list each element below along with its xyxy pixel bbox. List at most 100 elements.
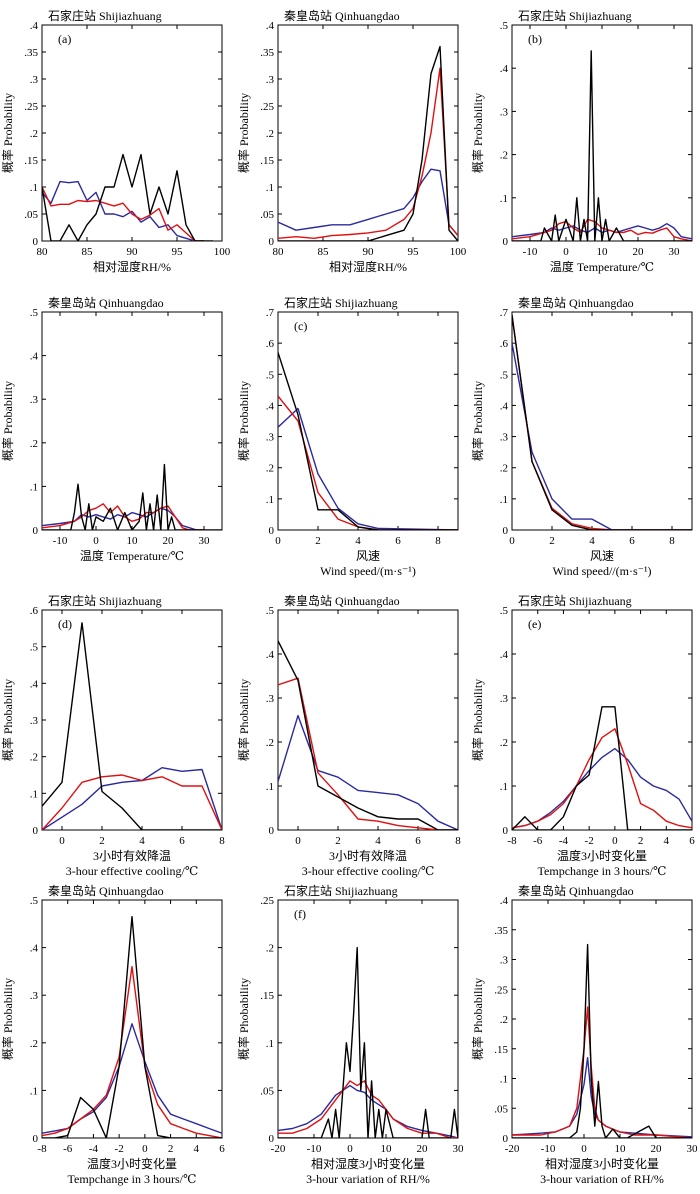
- x-axis-label: 相对湿度RH/%: [329, 259, 407, 274]
- y-tick-label: .4: [30, 678, 39, 690]
- chart-title: 秦皇岛站 Qinhuangdao: [48, 883, 164, 898]
- y-tick-label: .4: [30, 943, 39, 955]
- y-tick-label: .25: [260, 101, 274, 113]
- x-axis-label: 风速: [590, 549, 614, 563]
- y-axis-label: 概率 Probability: [236, 381, 251, 461]
- x-axis-label-en: Tempchange in 3 hours/℃: [538, 864, 667, 878]
- y-tick-label: .15: [260, 990, 274, 1002]
- x-axis-label: 相对湿度3小时变化量: [545, 1156, 659, 1171]
- panel-label: (e): [528, 617, 541, 631]
- x-tick-label: 6: [689, 835, 695, 847]
- y-tick-label: .4: [500, 649, 509, 661]
- x-tick-label: -10: [53, 535, 68, 547]
- series-red: [42, 774, 222, 830]
- series-blue: [278, 407, 458, 530]
- y-tick-label: .15: [260, 155, 274, 167]
- chart-title: 秦皇岛站 Qinhuangdao: [284, 8, 400, 23]
- y-tick-label: 0: [503, 825, 509, 837]
- series-blue: [278, 714, 458, 830]
- y-tick-label: .2: [30, 1038, 38, 1050]
- y-tick-label: .1: [30, 182, 38, 194]
- plot-frame: [511, 609, 693, 831]
- series-black: [278, 640, 458, 830]
- y-tick-label: .3: [30, 394, 39, 406]
- x-tick-label: 90: [127, 246, 139, 258]
- x-tick-label: 4: [139, 835, 145, 847]
- x-tick-label: 80: [273, 246, 285, 258]
- panel-label: (f): [294, 907, 306, 921]
- y-tick-label: .2: [266, 463, 274, 475]
- x-tick-label: 6: [219, 1143, 225, 1155]
- x-tick-label: 4: [355, 535, 361, 547]
- series-red: [42, 965, 222, 1138]
- y-tick-label: 0: [33, 1133, 39, 1145]
- x-tick-label: 10: [381, 1143, 393, 1155]
- x-tick-label: 6: [179, 835, 185, 847]
- plot-frame: [41, 311, 223, 531]
- x-tick-label: 0: [93, 535, 99, 547]
- y-tick-label: .25: [494, 984, 508, 996]
- y-tick-label: .1: [500, 193, 508, 205]
- y-tick-label: .7: [500, 307, 509, 319]
- x-tick-label: -4: [89, 1143, 99, 1155]
- x-tick-label: 4: [194, 1143, 200, 1155]
- x-tick-label: -20: [271, 1143, 286, 1155]
- y-tick-label: .25: [24, 101, 38, 113]
- y-tick-label: .2: [500, 1014, 508, 1026]
- x-tick-label: 0: [509, 535, 515, 547]
- y-tick-label: .3: [30, 715, 39, 727]
- x-tick-label: 0: [612, 835, 618, 847]
- plot-frame: [277, 609, 459, 831]
- x-tick-label: 2: [168, 1143, 174, 1155]
- y-tick-label: .2: [266, 737, 274, 749]
- y-tick-label: .1: [30, 1085, 38, 1097]
- y-tick-label: .2: [500, 150, 508, 162]
- y-tick-label: 0: [269, 1133, 275, 1145]
- chart-panel-8: 0 .1 .2 .3 .4 .5 0 2 4 6 8 秦皇岛站 Qinhuangdao 概率 Phoba…: [236, 593, 461, 878]
- x-axis-label: 相对湿度RH/%: [93, 259, 171, 274]
- y-tick-label: .25: [260, 895, 274, 907]
- series-blue: [512, 342, 692, 530]
- y-tick-label: .2: [500, 737, 508, 749]
- y-axis-label: 概率 Probability: [470, 93, 485, 173]
- y-axis-label: 概率 Phobability: [0, 978, 15, 1060]
- y-tick-label: .5: [30, 307, 39, 319]
- y-tick-label: .1: [266, 781, 274, 793]
- plot-frame: [277, 311, 459, 531]
- chart-title: 石家庄站 Shijiazhuang: [518, 8, 632, 23]
- series-black: [42, 153, 213, 241]
- series-black: [512, 706, 692, 830]
- y-tick-label: .2: [30, 128, 38, 140]
- y-tick-label: .1: [30, 788, 38, 800]
- y-tick-label: .05: [24, 209, 38, 221]
- y-tick-label: .35: [260, 47, 274, 59]
- x-axis-label-en: 3-hour effective cooling/℃: [66, 864, 199, 878]
- x-tick-label: 4: [589, 535, 595, 547]
- chart-panel-10: 0 .1 .2 .3 .4 .5 -8 -6 -4 -2 0 2 4 6 秦皇岛站 Qinhuangdao 概…: [0, 883, 225, 1186]
- series-blue: [42, 180, 204, 241]
- y-tick-label: .3: [500, 955, 509, 967]
- chart-panel-9: 0 .1 .2 .3 .4 .5 -8 -6 -4 -2 0 2 4 6 石家庄站 Shijiazhuang…: [470, 593, 695, 878]
- x-tick-label: 8: [669, 535, 675, 547]
- y-axis-label: 概率 Probability: [0, 381, 15, 461]
- y-tick-label: 0: [269, 825, 275, 837]
- y-axis-label: 概率 Probability: [0, 93, 15, 173]
- y-axis-label: 概率 Probability: [470, 381, 485, 461]
- x-axis-label-en: Wind speed/(m·s⁻¹): [320, 564, 416, 578]
- y-axis-label: 概率 Phobability: [470, 679, 485, 761]
- chart-title: 石家庄站 Shijiazhuang: [48, 593, 162, 608]
- series-black: [512, 943, 692, 1138]
- x-tick-label: 95: [408, 246, 420, 258]
- series-black: [512, 315, 692, 530]
- y-tick-label: .5: [500, 605, 509, 617]
- y-tick-label: .2: [500, 463, 508, 475]
- plot-frame: [41, 609, 223, 831]
- x-tick-label: 0: [347, 1143, 353, 1155]
- x-tick-label: 2: [315, 535, 321, 547]
- plot-frame: [41, 24, 223, 242]
- y-tick-label: 0: [33, 236, 39, 248]
- series-black: [512, 50, 692, 241]
- y-tick-label: .1: [30, 481, 38, 493]
- y-tick-label: .3: [30, 74, 39, 86]
- x-tick-label: 20: [651, 1143, 663, 1155]
